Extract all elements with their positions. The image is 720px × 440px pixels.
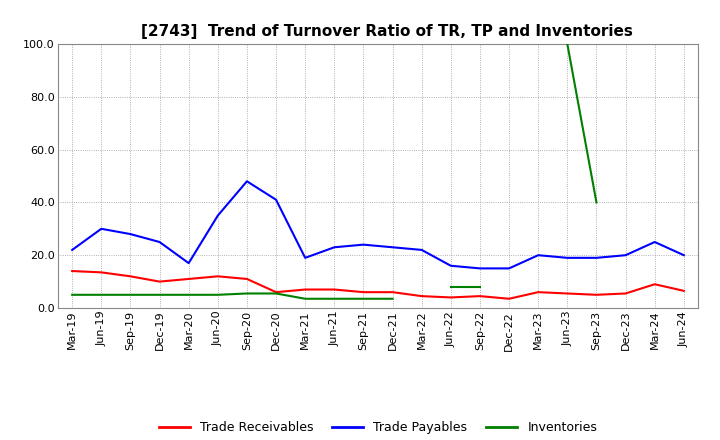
Legend: Trade Receivables, Trade Payables, Inventories: Trade Receivables, Trade Payables, Inven… xyxy=(153,416,603,439)
Text: [2743]  Trend of Turnover Ratio of TR, TP and Inventories: [2743] Trend of Turnover Ratio of TR, TP… xyxy=(141,24,633,39)
